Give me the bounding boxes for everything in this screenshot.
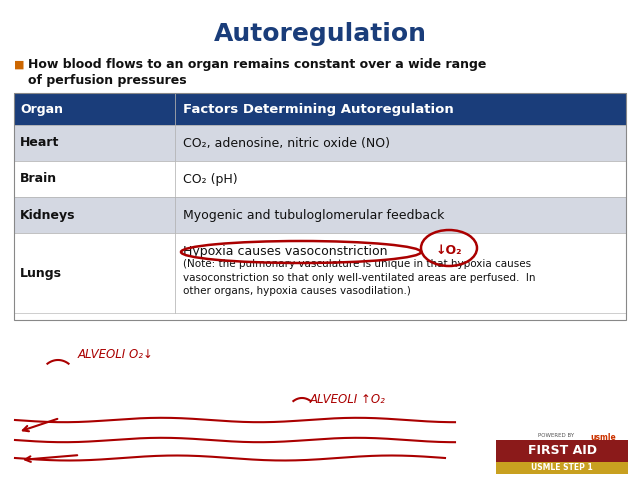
Text: How blood flows to an organ remains constant over a wide range: How blood flows to an organ remains cons… <box>28 58 486 71</box>
Bar <box>14 161 175 197</box>
Text: CO₂ (pH): CO₂ (pH) <box>183 172 237 185</box>
Bar <box>14 197 175 233</box>
Bar <box>175 93 626 125</box>
Bar <box>14 233 175 313</box>
Text: FIRST AID: FIRST AID <box>527 444 596 457</box>
Text: ■: ■ <box>14 60 24 70</box>
Text: Brain: Brain <box>20 172 57 185</box>
Text: Lungs: Lungs <box>20 266 62 279</box>
Bar <box>175 233 626 313</box>
Text: Myogenic and tubuloglomerular feedback: Myogenic and tubuloglomerular feedback <box>183 208 444 221</box>
Text: Heart: Heart <box>20 136 60 149</box>
Bar <box>175 197 626 233</box>
Text: Hypoxia causes vasoconstriction: Hypoxia causes vasoconstriction <box>183 245 387 258</box>
Bar <box>14 125 175 161</box>
Text: usmle: usmle <box>590 433 616 442</box>
Text: Kidneys: Kidneys <box>20 208 76 221</box>
Text: Organ: Organ <box>20 103 63 116</box>
Text: CO₂, adenosine, nitric oxide (NO): CO₂, adenosine, nitric oxide (NO) <box>183 136 390 149</box>
Text: ALVEOLI O₂↓: ALVEOLI O₂↓ <box>78 348 154 361</box>
Text: USMLE STEP 1: USMLE STEP 1 <box>531 464 593 472</box>
Bar <box>496 462 628 474</box>
Text: POWERED BY: POWERED BY <box>538 433 574 438</box>
Bar <box>496 440 628 462</box>
Text: Factors Determining Autoregulation: Factors Determining Autoregulation <box>183 103 454 116</box>
Text: ALVEOLI ↑O₂: ALVEOLI ↑O₂ <box>310 393 386 406</box>
Bar <box>14 93 175 125</box>
Bar <box>175 161 626 197</box>
Text: (Note: the pulmonary vasculature is unique in that hypoxia causes
vasoconstricti: (Note: the pulmonary vasculature is uniq… <box>183 259 536 296</box>
Text: of perfusion pressures: of perfusion pressures <box>28 74 187 87</box>
Text: ↓O₂: ↓O₂ <box>436 243 462 256</box>
Text: Autoregulation: Autoregulation <box>214 22 426 46</box>
Bar <box>175 125 626 161</box>
Bar <box>14 93 626 320</box>
